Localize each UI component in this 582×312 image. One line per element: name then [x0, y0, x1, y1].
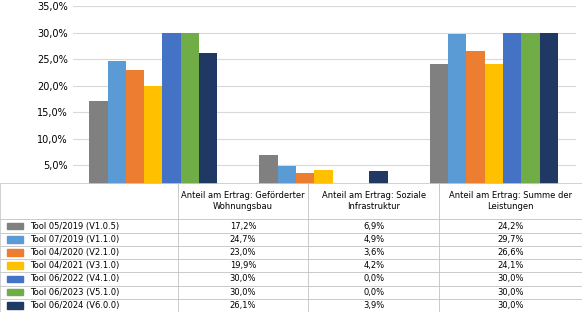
Bar: [370, 171, 388, 192]
Bar: [308, 272, 439, 285]
Bar: [0, 183, 178, 219]
Bar: [108, 61, 126, 192]
Bar: [0, 219, 178, 233]
Bar: [430, 64, 448, 192]
Bar: [181, 33, 199, 192]
Text: 0,0%: 0,0%: [363, 275, 385, 283]
Bar: [144, 86, 162, 192]
Bar: [7, 262, 23, 269]
Bar: [308, 285, 439, 299]
Bar: [521, 33, 540, 192]
Text: 24,1%: 24,1%: [498, 261, 524, 270]
Bar: [439, 233, 582, 246]
Bar: [0, 233, 178, 246]
Bar: [0, 246, 178, 259]
Text: 30,0%: 30,0%: [230, 275, 256, 283]
Bar: [7, 302, 23, 309]
Bar: [278, 166, 296, 192]
Bar: [439, 272, 582, 285]
Bar: [126, 70, 144, 192]
Bar: [178, 259, 308, 272]
Text: 30,0%: 30,0%: [498, 288, 524, 297]
Text: 3,9%: 3,9%: [363, 301, 385, 310]
Bar: [540, 33, 558, 192]
Bar: [308, 246, 439, 259]
Text: 30,0%: 30,0%: [498, 275, 524, 283]
Text: 26,6%: 26,6%: [498, 248, 524, 257]
Bar: [439, 246, 582, 259]
Bar: [0, 299, 178, 312]
Bar: [485, 64, 503, 192]
Text: 6,9%: 6,9%: [363, 222, 385, 231]
Text: 0,0%: 0,0%: [363, 288, 385, 297]
Text: 17,2%: 17,2%: [230, 222, 256, 231]
Bar: [503, 33, 521, 192]
Bar: [178, 233, 308, 246]
Bar: [439, 285, 582, 299]
Text: 19,9%: 19,9%: [230, 261, 256, 270]
Bar: [178, 272, 308, 285]
Bar: [466, 51, 485, 192]
Bar: [7, 249, 23, 256]
Text: Anteil am Ertrag: Soziale
Infrastruktur: Anteil am Ertrag: Soziale Infrastruktur: [322, 191, 426, 211]
Text: Tool 06/2024 (V6.0.0): Tool 06/2024 (V6.0.0): [30, 301, 120, 310]
Text: 4,2%: 4,2%: [363, 261, 385, 270]
Text: Anteil am Ertrag: Summe der
Leistungen: Anteil am Ertrag: Summe der Leistungen: [449, 191, 572, 211]
Text: Tool 05/2019 (V1.0.5): Tool 05/2019 (V1.0.5): [30, 222, 119, 231]
Bar: [0, 259, 178, 272]
Bar: [178, 183, 308, 219]
Text: Anteil am Ertrag: Geförderter
Wohnungsbau: Anteil am Ertrag: Geförderter Wohnungsba…: [181, 191, 305, 211]
Text: 3,6%: 3,6%: [363, 248, 385, 257]
Text: 4,9%: 4,9%: [363, 235, 385, 244]
Text: 24,2%: 24,2%: [498, 222, 524, 231]
Bar: [0, 272, 178, 285]
Bar: [308, 259, 439, 272]
Text: Tool 04/2021 (V3.1.0): Tool 04/2021 (V3.1.0): [30, 261, 119, 270]
Text: Tool 07/2019 (V1.1.0): Tool 07/2019 (V1.1.0): [30, 235, 119, 244]
Bar: [296, 173, 314, 192]
Bar: [314, 170, 333, 192]
Bar: [178, 285, 308, 299]
Text: 24,7%: 24,7%: [230, 235, 256, 244]
Bar: [308, 219, 439, 233]
Text: 23,0%: 23,0%: [230, 248, 256, 257]
Bar: [308, 233, 439, 246]
Bar: [448, 34, 466, 192]
Text: 29,7%: 29,7%: [498, 235, 524, 244]
Text: Tool 06/2022 (V4.1.0): Tool 06/2022 (V4.1.0): [30, 275, 119, 283]
Bar: [439, 299, 582, 312]
Bar: [7, 275, 23, 282]
Bar: [439, 219, 582, 233]
Bar: [7, 289, 23, 295]
Bar: [7, 236, 23, 242]
Text: 30,0%: 30,0%: [230, 288, 256, 297]
Bar: [439, 183, 582, 219]
Bar: [178, 246, 308, 259]
Bar: [308, 183, 439, 219]
Text: 30,0%: 30,0%: [498, 301, 524, 310]
Bar: [178, 299, 308, 312]
Bar: [178, 219, 308, 233]
Text: 26,1%: 26,1%: [230, 301, 256, 310]
Bar: [0, 285, 178, 299]
Bar: [162, 33, 181, 192]
Bar: [7, 223, 23, 229]
Text: Tool 04/2020 (V2.1.0): Tool 04/2020 (V2.1.0): [30, 248, 119, 257]
Bar: [308, 299, 439, 312]
Text: Tool 06/2023 (V5.1.0): Tool 06/2023 (V5.1.0): [30, 288, 120, 297]
Bar: [439, 259, 582, 272]
Bar: [260, 155, 278, 192]
Bar: [199, 53, 217, 192]
Bar: [89, 101, 108, 192]
